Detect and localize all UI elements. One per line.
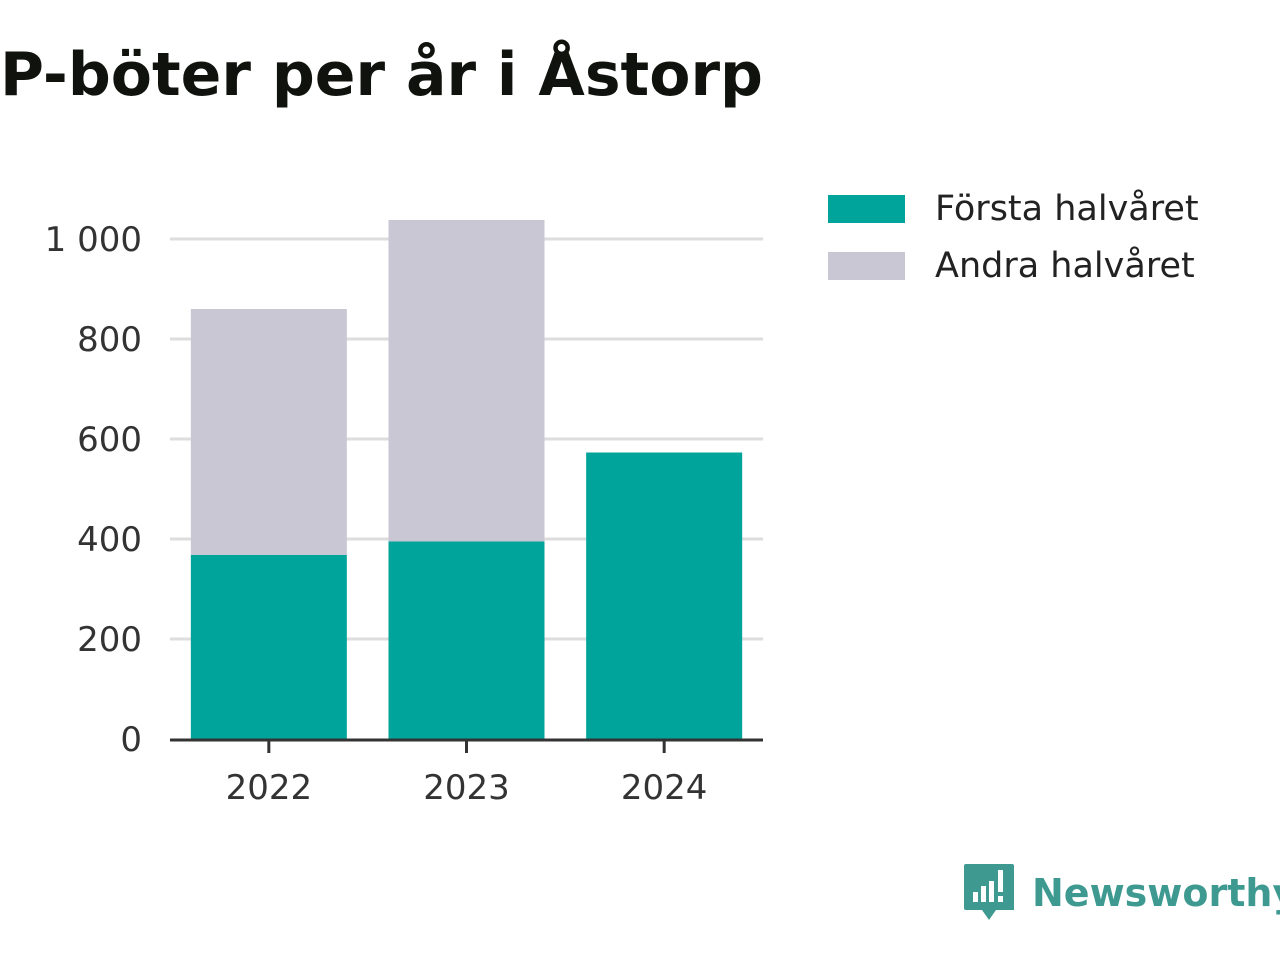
y-tick-label-800: 800 <box>77 320 142 360</box>
y-tick-label-600: 600 <box>77 420 142 460</box>
legend-label-forsta: Första halvåret <box>935 188 1199 229</box>
y-tick-label-0: 0 <box>120 720 142 760</box>
legend: Första halvåret Andra halvåret <box>828 180 1199 294</box>
legend-swatch-forsta <box>828 194 905 223</box>
bar-2023-series-1 <box>388 220 545 542</box>
legend-label-andra: Andra halvåret <box>935 245 1195 286</box>
legend-item-forsta: Första halvåret <box>828 180 1199 237</box>
bar-2024-series-0 <box>586 452 743 739</box>
legend-item-andra: Andra halvåret <box>828 237 1199 294</box>
x-tick-label-2024: 2024 <box>621 768 708 808</box>
y-tick-label-1000: 1 000 <box>45 220 142 260</box>
bar-2022-series-1 <box>190 309 347 555</box>
bar-2023-series-0 <box>388 541 545 739</box>
legend-swatch-andra <box>828 251 905 280</box>
newsworthy-logo-icon <box>964 864 1014 920</box>
bar-2022-series-0 <box>190 555 347 739</box>
brand-logo: Newsworthy <box>962 862 1280 924</box>
y-tick-label-200: 200 <box>77 620 142 660</box>
chart-title: P-böter per år i Åstorp <box>0 40 763 110</box>
y-tick-label-400: 400 <box>77 520 142 560</box>
x-tick-label-2023: 2023 <box>423 768 510 808</box>
brand-name: Newsworthy <box>1032 871 1280 915</box>
x-tick-label-2022: 2022 <box>226 768 313 808</box>
